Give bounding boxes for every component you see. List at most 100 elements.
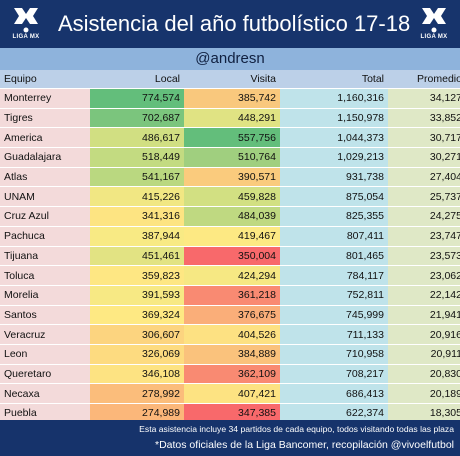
table-row: Cruz Azul 341,316 484,039 825,355 24,275 — [0, 206, 460, 227]
table-header-row: Equipo Local Visita Total Promedio — [0, 70, 460, 89]
footer-source: *Datos oficiales de la Liga Bancomer, re… — [155, 439, 454, 451]
cell-local: 451,461 — [90, 246, 184, 267]
table-row: Morelia 391,593 361,218 752,811 22,142 — [0, 285, 460, 306]
header-bar: LIGA MX Asistencia del año futbolístico … — [0, 0, 460, 48]
column-header-visita: Visita — [184, 70, 280, 89]
table-body: Monterrey 774,574 385,742 1,160,316 34,127 Ti… — [0, 88, 460, 444]
cell-local: 486,617 — [90, 127, 184, 149]
cell-total: 708,217 — [280, 364, 388, 385]
cell-visita: 376,675 — [184, 305, 280, 326]
table-row: Toluca 359,823 424,294 784,117 23,062 — [0, 265, 460, 286]
cell-visita: 385,742 — [184, 88, 280, 109]
column-header-promedio: Promedio — [388, 70, 460, 89]
table-row: UNAM 415,226 459,828 875,054 25,737 — [0, 186, 460, 208]
table-row: Veracruz 306,607 404,526 711,133 20,916 — [0, 324, 460, 345]
cell-visita: 510,764 — [184, 147, 280, 168]
cell-team: Guadalajara — [0, 147, 90, 168]
cell-total: 711,133 — [280, 324, 388, 345]
cell-promedio: 20,916 — [388, 324, 460, 345]
cell-team: Monterrey — [0, 88, 90, 109]
cell-total: 875,054 — [280, 186, 388, 208]
cell-visita: 404,526 — [184, 324, 280, 345]
cell-total: 784,117 — [280, 265, 388, 286]
cell-team: Santos — [0, 305, 90, 326]
cell-local: 278,992 — [90, 383, 184, 404]
cell-team: Atlas — [0, 167, 90, 188]
cell-visita: 362,109 — [184, 364, 280, 385]
cell-local: 346,108 — [90, 364, 184, 385]
cell-total: 801,465 — [280, 246, 388, 267]
table-row: Monterrey 774,574 385,742 1,160,316 34,127 — [0, 88, 460, 109]
cell-total: 931,738 — [280, 167, 388, 188]
cell-promedio: 34,127 — [388, 88, 460, 109]
footer-note: Esta asistencia incluye 34 partidos de c… — [139, 424, 454, 434]
cell-total: 1,029,213 — [280, 147, 388, 168]
cell-local: 518,449 — [90, 147, 184, 168]
footer: Esta asistencia incluye 34 partidos de c… — [0, 420, 460, 456]
cell-promedio: 20,911 — [388, 344, 460, 365]
cell-total: 1,160,316 — [280, 88, 388, 109]
cell-team: Toluca — [0, 265, 90, 286]
cell-local: 415,226 — [90, 186, 184, 208]
cell-team: Puebla — [0, 403, 90, 424]
cell-local: 702,687 — [90, 108, 184, 129]
cell-team: Leon — [0, 344, 90, 365]
logo-text: LIGA MX — [420, 34, 448, 40]
table-row: Leon 326,069 384,889 710,958 20,911 — [0, 344, 460, 365]
column-header-team: Equipo — [0, 70, 90, 89]
cell-visita: 361,218 — [184, 285, 280, 306]
table-row: Guadalajara 518,449 510,764 1,029,213 30,271 — [0, 147, 460, 168]
column-header-total: Total — [280, 70, 388, 89]
cell-total: 1,044,373 — [280, 127, 388, 149]
cell-local: 359,823 — [90, 265, 184, 286]
cell-local: 274,989 — [90, 403, 184, 424]
cell-local: 387,944 — [90, 226, 184, 247]
cell-promedio: 23,573 — [388, 246, 460, 267]
table-row: Queretaro 346,108 362,109 708,217 20,830 — [0, 364, 460, 385]
cell-team: Cruz Azul — [0, 206, 90, 227]
cell-promedio: 23,062 — [388, 265, 460, 286]
cell-total: 752,811 — [280, 285, 388, 306]
cell-promedio: 20,189 — [388, 383, 460, 404]
cell-visita: 484,039 — [184, 206, 280, 227]
cell-promedio: 33,852 — [388, 108, 460, 129]
cell-promedio: 30,271 — [388, 147, 460, 168]
cell-local: 391,593 — [90, 285, 184, 306]
cell-local: 774,574 — [90, 88, 184, 109]
cell-promedio: 24,275 — [388, 206, 460, 227]
logo-text: LIGA MX — [12, 34, 40, 40]
cell-visita: 448,291 — [184, 108, 280, 129]
cell-team: Veracruz — [0, 324, 90, 345]
cell-visita: 419,467 — [184, 226, 280, 247]
table-row: Pachuca 387,944 419,467 807,411 23,747 — [0, 226, 460, 247]
cell-local: 341,316 — [90, 206, 184, 227]
table-row: Atlas 541,167 390,571 931,738 27,404 — [0, 167, 460, 188]
cell-promedio: 20,830 — [388, 364, 460, 385]
cell-visita: 384,889 — [184, 344, 280, 365]
cell-team: Tigres — [0, 108, 90, 129]
table-row: Tigres 702,687 448,291 1,150,978 33,852 — [0, 108, 460, 129]
cell-visita: 407,421 — [184, 383, 280, 404]
cell-team: Necaxa — [0, 383, 90, 404]
cell-total: 807,411 — [280, 226, 388, 247]
cell-total: 710,958 — [280, 344, 388, 365]
table-row: Tijuana 451,461 350,004 801,465 23,573 — [0, 246, 460, 267]
liga-mx-logo-icon: LIGA MX — [414, 6, 454, 44]
cell-total: 825,355 — [280, 206, 388, 227]
cell-local: 369,324 — [90, 305, 184, 326]
cell-total: 622,374 — [280, 403, 388, 424]
column-header-local: Local — [90, 70, 184, 89]
table-row: Necaxa 278,992 407,421 686,413 20,189 — [0, 383, 460, 404]
cell-visita: 424,294 — [184, 265, 280, 286]
attendance-table: Equipo Local Visita Total Promedio Monte… — [0, 70, 460, 444]
cell-total: 745,999 — [280, 305, 388, 326]
cell-local: 541,167 — [90, 167, 184, 188]
cell-team: America — [0, 127, 90, 149]
cell-local: 306,607 — [90, 324, 184, 345]
cell-team: Queretaro — [0, 364, 90, 385]
cell-team: Tijuana — [0, 246, 90, 267]
cell-team: Morelia — [0, 285, 90, 306]
cell-visita: 350,004 — [184, 246, 280, 267]
cell-promedio: 30,717 — [388, 127, 460, 149]
page-title: Asistencia del año futbolístico 17-18 — [58, 11, 411, 36]
